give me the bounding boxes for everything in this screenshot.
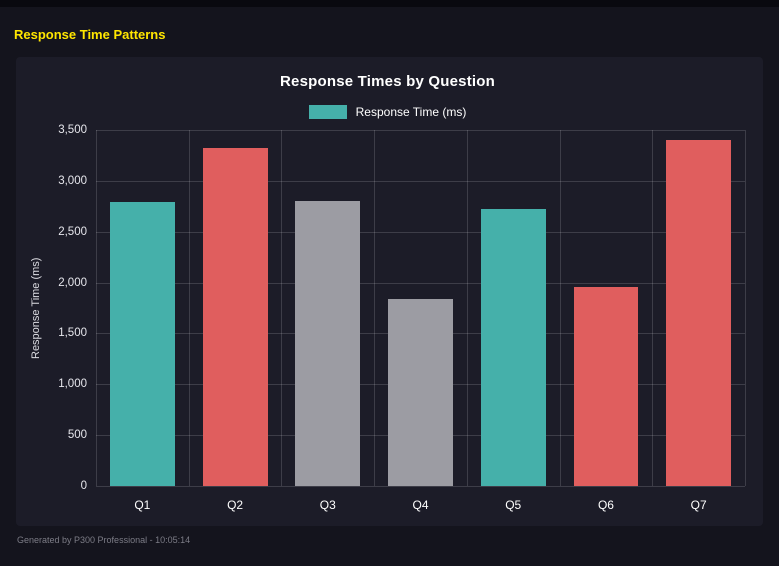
y-tick-label: 2,000 — [58, 276, 87, 289]
v-gridline — [281, 130, 283, 486]
y-tick-label: 0 — [80, 480, 87, 492]
bar-column — [652, 130, 745, 486]
h-gridline — [96, 486, 745, 487]
v-gridline — [652, 130, 654, 486]
v-gridline — [188, 130, 190, 486]
plot-area — [96, 130, 746, 487]
bar-q3[interactable] — [295, 201, 361, 486]
legend-label: Response Time (ms) — [355, 105, 467, 119]
x-tick-label: Q4 — [412, 498, 429, 512]
x-tick-label: Q6 — [597, 498, 614, 512]
x-tick-label: Q7 — [690, 498, 707, 512]
h-gridline — [96, 282, 745, 284]
plot-wrap: Q1 Q2 Q3 Q4 Q5 Q6 Q7 — [96, 130, 746, 516]
v-gridline — [745, 130, 746, 486]
h-gridline — [96, 180, 745, 182]
y-tick-label: 3,500 — [58, 124, 87, 136]
bar-q7[interactable] — [666, 140, 732, 486]
bars-row — [96, 130, 745, 486]
bar-q4[interactable] — [388, 298, 453, 486]
x-axis-labels: Q1 Q2 Q3 Q4 Q5 Q6 Q7 — [96, 498, 745, 516]
y-axis-title: Response Time (ms) — [30, 257, 42, 359]
h-gridline — [96, 231, 745, 233]
bar-q5[interactable] — [480, 209, 546, 486]
bar-column — [189, 130, 282, 486]
y-axis-ticks: 0 500 1,000 1,500 2,000 2,500 3,000 3,500 — [46, 124, 96, 492]
y-tick-label: 1,000 — [58, 378, 87, 391]
bar-column — [374, 130, 467, 486]
legend-swatch — [308, 105, 347, 119]
footer-note: Generated by P300 Professional - 10:05:1… — [17, 535, 191, 545]
chart-title: Response Times by Question — [280, 73, 495, 90]
bar-column — [281, 130, 374, 486]
y-tick-label: 2,500 — [58, 225, 87, 238]
chart-body: Response Time (ms) 0 500 1,000 1,500 2,000 2,… — [30, 124, 746, 516]
window-top-strip — [0, 0, 779, 7]
h-gridline — [96, 130, 745, 131]
page: Response Time Patterns Response Times by… — [0, 27, 779, 545]
x-tick-label: Q1 — [134, 498, 151, 512]
bar-column — [467, 130, 560, 486]
v-gridline — [374, 130, 376, 486]
bar-column — [560, 130, 653, 486]
y-tick-label: 500 — [67, 429, 87, 442]
x-tick-label: Q2 — [227, 498, 244, 512]
x-tick-label: Q3 — [319, 498, 336, 512]
bar-q1[interactable] — [109, 202, 175, 486]
v-gridline — [559, 130, 561, 486]
bar-q6[interactable] — [573, 286, 639, 486]
bar-q2[interactable] — [202, 148, 268, 486]
chart-panel: Response Times by Question Response Time… — [16, 57, 763, 526]
v-gridline — [96, 130, 97, 486]
page-title: Response Time Patterns — [14, 27, 166, 42]
bar-column — [96, 130, 189, 486]
x-tick-label: Q5 — [505, 498, 522, 512]
y-tick-label: 3,000 — [58, 174, 87, 187]
y-tick-label: 1,500 — [58, 327, 87, 340]
v-gridline — [466, 130, 468, 486]
chart-legend[interactable]: Response Time (ms) — [30, 105, 745, 119]
